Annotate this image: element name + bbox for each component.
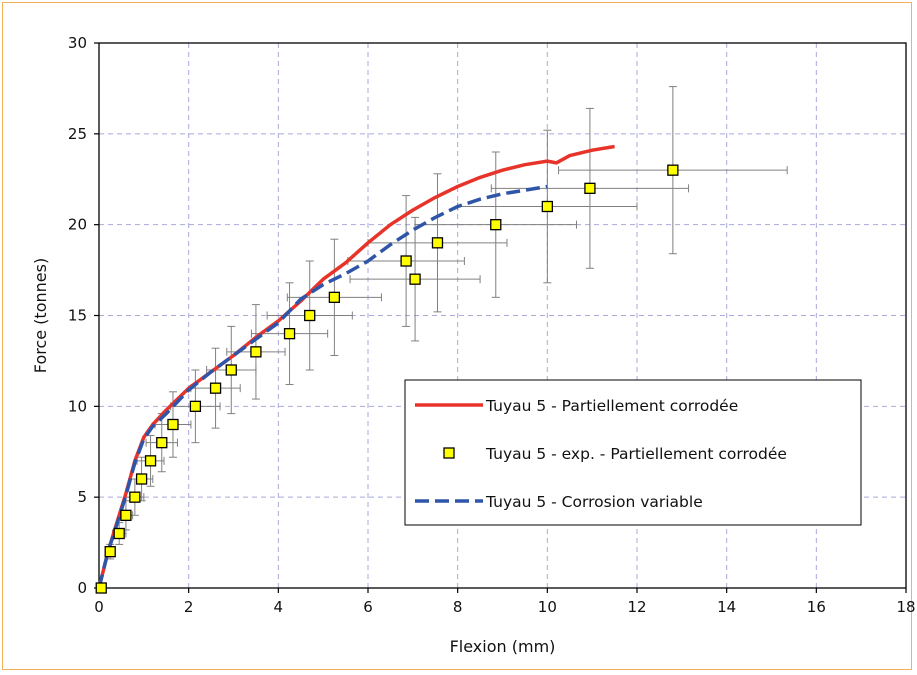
x-tick-label: 10	[538, 598, 557, 616]
data-point	[189, 400, 202, 412]
y-tick-label: 10	[68, 397, 87, 415]
x-tick-label: 12	[627, 598, 646, 616]
data-point	[104, 546, 116, 558]
legend: Tuyau 5 - Partiellement corrodée Tuyau 5…	[404, 379, 862, 526]
y-tick-label: 0	[77, 579, 87, 597]
data-point	[409, 273, 421, 285]
data-point	[490, 219, 502, 231]
data-point	[209, 382, 222, 394]
data-point	[283, 328, 296, 340]
legend-label-partiellement-corrodee: Tuyau 5 - Partiellement corrodée	[485, 397, 738, 415]
y-tick-label: 20	[68, 216, 87, 234]
data-point	[167, 418, 179, 431]
data-point	[144, 455, 157, 467]
x-tick-label: 18	[896, 598, 915, 616]
y-axis-title: Force (tonnes)	[31, 258, 50, 373]
x-tick-label: 4	[274, 598, 284, 616]
data-point	[667, 164, 679, 176]
data-point	[304, 309, 316, 322]
x-tick-label: 8	[453, 598, 463, 616]
data-point	[135, 473, 148, 485]
data-point	[431, 237, 444, 249]
x-tick-label: 14	[717, 598, 736, 616]
data-markers	[95, 164, 679, 594]
x-tick-label: 6	[363, 598, 373, 616]
y-tick-label: 30	[68, 34, 87, 52]
series-lines	[97, 144, 615, 589]
data-point	[95, 582, 107, 594]
y-tick-label: 5	[77, 488, 87, 506]
data-point	[400, 255, 412, 267]
data-point	[541, 200, 553, 213]
x-tick-label: 16	[807, 598, 826, 616]
legend-swatch-experimental	[443, 447, 455, 459]
data-point	[129, 491, 141, 503]
data-point	[225, 364, 237, 376]
data-point	[584, 182, 596, 194]
x-tick-label: 2	[184, 598, 194, 616]
series-line-corrosion-variable	[97, 184, 548, 589]
x-axis-title: Flexion (mm)	[450, 637, 556, 656]
data-point	[328, 291, 341, 303]
data-point	[156, 437, 168, 449]
x-tick-label: 0	[94, 598, 104, 616]
axis-ticks: 0 2 4 6 8 10 12 14 16 18 0 5 10 15 20 25 30	[68, 34, 916, 616]
y-tick-label: 15	[68, 307, 87, 325]
data-point	[250, 346, 262, 358]
data-point	[113, 527, 125, 540]
legend-label-experimental: Tuyau 5 - exp. - Partiellement corrodée	[485, 445, 787, 463]
legend-label-corrosion-variable: Tuyau 5 - Corrosion variable	[485, 493, 703, 511]
y-tick-label: 25	[68, 125, 87, 143]
data-point	[120, 509, 132, 521]
